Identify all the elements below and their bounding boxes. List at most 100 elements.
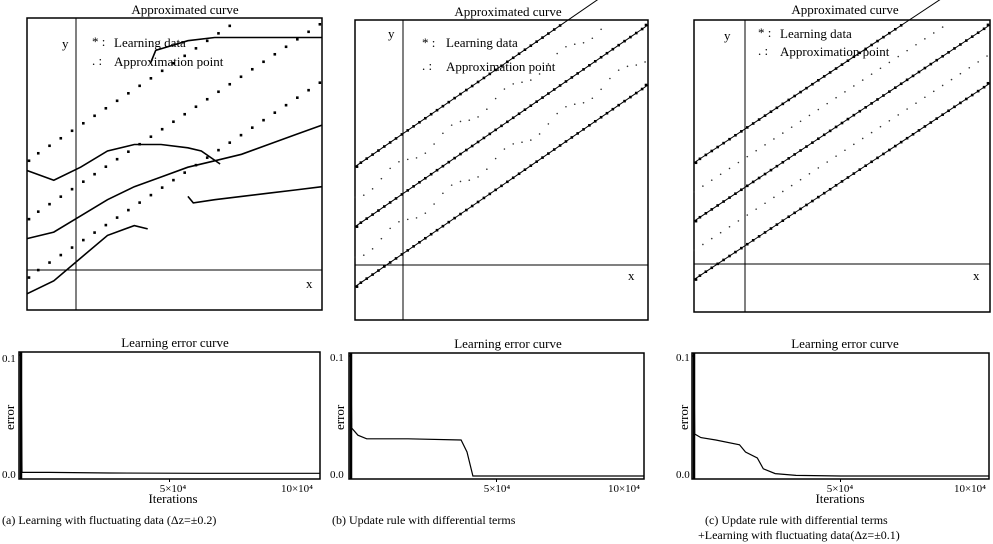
learning-point-a-1 xyxy=(149,135,153,139)
approx-point-c-0 xyxy=(755,208,757,210)
learning-point-a-1 xyxy=(205,97,209,101)
approx-line-b-0 xyxy=(354,84,649,288)
learning-point-a-1 xyxy=(82,180,85,183)
legend-marker-approx-b: . : xyxy=(422,58,432,73)
error-xlabel-a: Iterations xyxy=(148,491,197,506)
approx-title-b: Approximated curve xyxy=(454,4,561,19)
error-ytick-bottom-a: 0.0 xyxy=(2,469,16,481)
error-curve-a xyxy=(19,354,320,474)
learning-point-a-0 xyxy=(239,133,243,137)
approx-point-c-0 xyxy=(950,78,953,81)
approx-point-b-0 xyxy=(617,69,620,71)
approx-point-c-0 xyxy=(790,184,793,187)
approx-point-b-1 xyxy=(556,52,558,55)
learning-point-c-1 xyxy=(986,23,990,27)
learning-point-a-0 xyxy=(318,81,322,84)
panel-b: Approximated curve y x * : Learning data… xyxy=(330,0,649,527)
approx-point-c-1 xyxy=(755,149,757,152)
error-xtick-mid-a: 5×10⁴ xyxy=(160,483,187,495)
approx-point-b-0 xyxy=(442,192,444,195)
approx-point-b-0 xyxy=(635,64,638,66)
x-axis-label-a: x xyxy=(306,276,313,291)
learning-point-a-0 xyxy=(250,126,254,129)
approx-point-c-0 xyxy=(773,196,775,199)
learning-point-a-1 xyxy=(284,45,288,49)
approx-point-c-0 xyxy=(861,137,864,140)
approx-point-b-1 xyxy=(547,63,550,65)
y-axis-label-a: y xyxy=(62,36,69,51)
approx-point-b-1 xyxy=(433,143,435,145)
approx-curve-a-0 xyxy=(26,143,221,182)
learning-point-a-2 xyxy=(82,121,85,125)
error-xtick-end-b: 10×10⁴ xyxy=(608,483,640,495)
approx-point-c-1 xyxy=(932,32,935,34)
learning-point-b-1 xyxy=(644,23,648,27)
approx-point-c-1 xyxy=(728,167,731,170)
learning-point-a-2 xyxy=(217,32,220,35)
learning-point-a-2 xyxy=(205,39,209,43)
panel-a: Approximated curve y x * : Learning data… xyxy=(2,2,323,527)
approx-point-c-1 xyxy=(906,49,908,52)
learning-point-a-0 xyxy=(93,231,96,234)
approx-point-b-0 xyxy=(406,218,409,221)
learning-point-a-1 xyxy=(239,75,243,79)
learning-point-a-2 xyxy=(70,129,74,133)
approx-curve-a-3 xyxy=(187,185,323,204)
learning-point-a-1 xyxy=(160,127,164,131)
learning-point-a-0 xyxy=(160,186,164,189)
learning-point-b-2 xyxy=(355,165,359,168)
learning-point-a-1 xyxy=(318,22,322,26)
approx-point-c-1 xyxy=(861,79,864,81)
legend-learning-a: Learning data xyxy=(114,35,186,50)
error-xtick-mid-b: 5×10⁴ xyxy=(484,483,511,495)
approx-point-b-0 xyxy=(494,157,497,160)
approx-title-c: Approximated curve xyxy=(791,2,898,17)
error-xtick-end-a: 10×10⁴ xyxy=(281,483,313,495)
learning-point-a-2 xyxy=(183,54,186,58)
approx-point-b-0 xyxy=(433,203,435,205)
error-frame-a xyxy=(18,351,321,480)
learning-point-a-1 xyxy=(27,217,31,221)
approx-point-c-0 xyxy=(719,231,722,234)
approx-point-c-0 xyxy=(702,243,704,246)
approx-point-c-1 xyxy=(702,185,704,187)
approx-point-b-1 xyxy=(521,81,523,84)
approx-point-b-1 xyxy=(565,45,567,48)
approx-point-c-1 xyxy=(879,67,882,70)
learning-point-a-1 xyxy=(228,82,232,86)
legend-marker-approx-c: . : xyxy=(758,43,768,58)
learning-point-a-2 xyxy=(127,92,130,95)
approx-point-b-0 xyxy=(468,179,471,181)
learning-point-a-2 xyxy=(36,151,40,155)
learning-point-a-0 xyxy=(172,178,175,182)
legend-marker-learning-b: * : xyxy=(422,35,435,50)
x-axis-label-c: x xyxy=(973,268,980,283)
approx-point-b-1 xyxy=(424,152,427,154)
approx-point-b-0 xyxy=(486,168,488,170)
learning-point-a-1 xyxy=(217,90,220,94)
error-plot-c xyxy=(692,353,989,482)
approx-plot-a xyxy=(26,18,323,310)
learning-point-c-0 xyxy=(986,81,990,85)
approx-curve-a-4 xyxy=(149,36,322,64)
approx-point-b-0 xyxy=(600,88,602,91)
learning-point-a-1 xyxy=(194,105,198,109)
approx-point-c-1 xyxy=(737,161,740,164)
approx-point-c-0 xyxy=(959,72,962,75)
approx-point-b-0 xyxy=(477,176,479,178)
approx-point-c-0 xyxy=(799,178,802,181)
approx-point-c-1 xyxy=(817,108,820,111)
approx-point-b-0 xyxy=(582,101,585,104)
approx-point-c-1 xyxy=(897,55,900,58)
learning-point-a-0 xyxy=(36,268,40,272)
panel-c: Approximated curve y x * : Learning data… xyxy=(676,0,991,542)
approx-point-b-0 xyxy=(503,148,506,150)
learning-point-a-0 xyxy=(296,96,299,99)
approx-point-c-1 xyxy=(719,173,722,176)
approx-point-c-1 xyxy=(710,179,713,181)
approx-point-c-0 xyxy=(693,249,695,252)
learning-point-b-1 xyxy=(355,225,359,228)
approx-plot-c xyxy=(693,0,991,312)
approx-point-b-0 xyxy=(573,103,576,106)
approx-point-c-0 xyxy=(915,102,917,104)
